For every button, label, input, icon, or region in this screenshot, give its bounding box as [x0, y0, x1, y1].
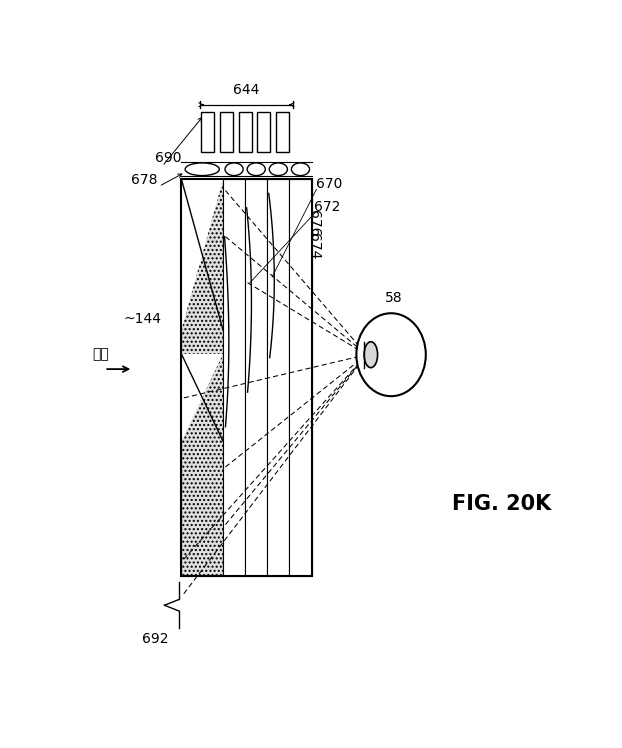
Bar — [258, 111, 271, 152]
Ellipse shape — [247, 163, 266, 176]
Text: 676: 676 — [307, 210, 321, 237]
Ellipse shape — [364, 342, 378, 368]
Bar — [220, 111, 233, 152]
Bar — [245, 179, 267, 577]
Text: ~144: ~144 — [124, 312, 162, 326]
Ellipse shape — [292, 163, 310, 176]
Circle shape — [356, 313, 426, 396]
Text: 644: 644 — [233, 83, 259, 96]
Ellipse shape — [269, 163, 287, 176]
Bar — [201, 111, 214, 152]
Text: 672: 672 — [314, 200, 340, 214]
Bar — [223, 179, 245, 577]
Text: 678: 678 — [131, 173, 157, 187]
Polygon shape — [182, 354, 223, 441]
Bar — [182, 179, 223, 577]
Bar — [182, 179, 312, 577]
Bar — [267, 179, 289, 577]
Ellipse shape — [185, 163, 220, 176]
Polygon shape — [182, 179, 223, 330]
Text: 世界: 世界 — [93, 348, 109, 362]
Text: 670: 670 — [317, 177, 343, 191]
Bar — [276, 111, 289, 152]
Ellipse shape — [225, 163, 243, 176]
Text: FIG. 20K: FIG. 20K — [452, 494, 552, 515]
Bar — [289, 179, 312, 577]
Text: 674: 674 — [307, 233, 321, 260]
Text: 690: 690 — [155, 151, 182, 165]
Text: 58: 58 — [384, 291, 402, 304]
Bar — [239, 111, 252, 152]
Text: 692: 692 — [142, 631, 168, 646]
